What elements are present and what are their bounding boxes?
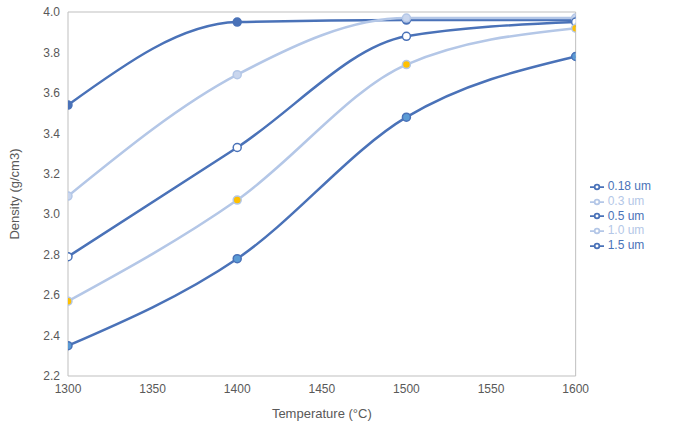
svg-text:3.2: 3.2 (43, 167, 60, 181)
svg-text:Temperature (°C): Temperature (°C) (272, 406, 372, 421)
svg-text:1350: 1350 (139, 382, 166, 396)
svg-text:2.2: 2.2 (43, 369, 60, 383)
svg-text:1300: 1300 (55, 382, 82, 396)
svg-text:1600: 1600 (562, 382, 589, 396)
html-text:0.18 um: 0.18 um (607, 178, 651, 193)
svg-text:1400: 1400 (224, 382, 251, 396)
html-text:0.3 um: 0.3 um (607, 193, 645, 208)
svg-text:1550: 1550 (478, 382, 505, 396)
svg-text:1500: 1500 (393, 382, 420, 396)
svg-text:3.4: 3.4 (43, 127, 60, 141)
html-text:1.5 um: 1.5 um (607, 238, 645, 253)
html-text:0.5 um: 0.5 um (607, 208, 645, 223)
svg-text:2.8: 2.8 (43, 248, 60, 262)
svg-text:3.0: 3.0 (43, 207, 60, 221)
svg-text:3.8: 3.8 (43, 46, 60, 60)
svg-text:3.6: 3.6 (43, 86, 60, 100)
svg-text:4.0: 4.0 (43, 5, 60, 19)
html-text:1.0 um: 1.0 um (607, 223, 645, 238)
svg-text:2.6: 2.6 (43, 288, 60, 302)
svg-text:2.4: 2.4 (43, 329, 60, 343)
svg-text:1450: 1450 (308, 382, 335, 396)
svg-text:Density (g/cm3): Density (g/cm3) (7, 148, 22, 239)
